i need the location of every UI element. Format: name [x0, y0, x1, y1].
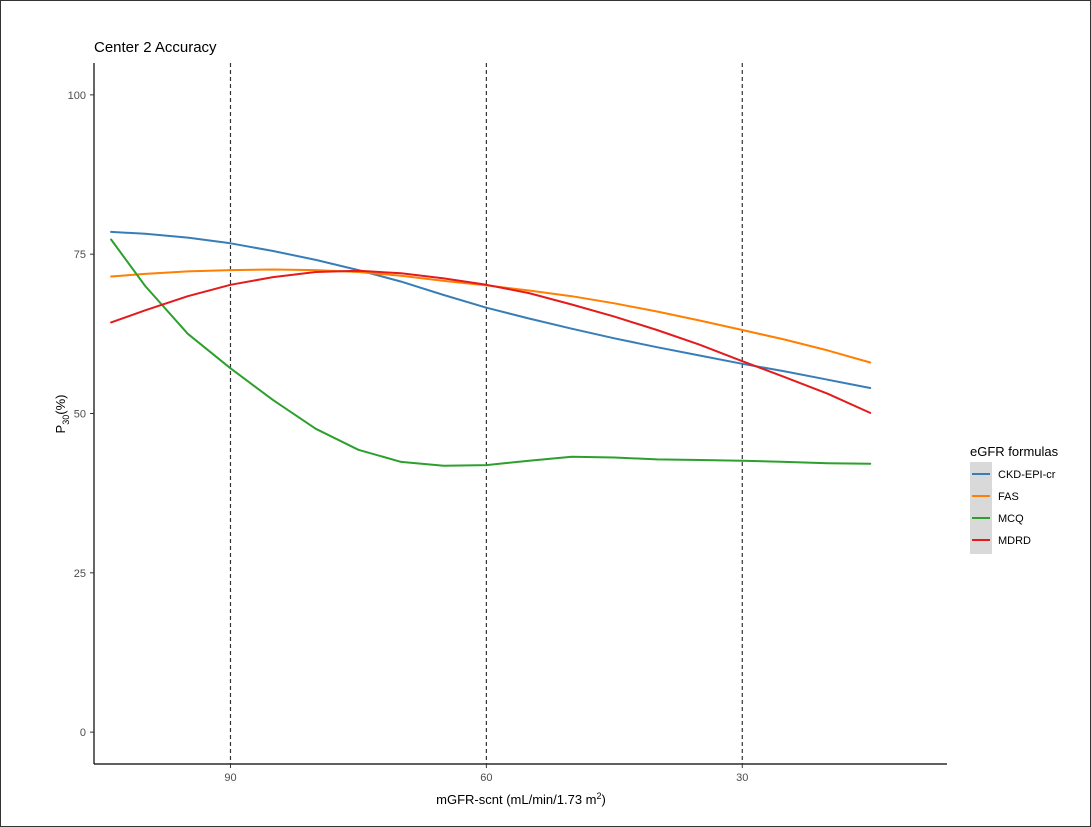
y-tick-label-0: 0 — [80, 727, 86, 739]
x-axis-title-superscript: 2 — [597, 791, 602, 801]
y-tick-label-50: 50 — [74, 409, 86, 421]
y-tick-label-25: 25 — [74, 568, 86, 580]
series-line-ckd-epi-cr — [110, 230, 872, 389]
y-axis-title-tail: (%) — [53, 395, 68, 415]
legend-title: eGFR formulas — [970, 444, 1059, 459]
series-line-fas — [110, 268, 872, 364]
x-axis-title: mGFR-scnt (mL/min/1.73 m2) — [436, 791, 606, 807]
x-tick-label-90: 90 — [224, 772, 236, 784]
y-tick-label-100: 100 — [68, 90, 86, 102]
x-tick-label-60: 60 — [480, 772, 492, 784]
x-tick-label-30: 30 — [736, 772, 748, 784]
legend-label-ckd-epi-cr: CKD-EPI-cr — [998, 469, 1056, 481]
series-line-mdrd — [110, 269, 872, 414]
legend-label-mcq: MCQ — [998, 513, 1024, 525]
x-axis-title-tail: ) — [602, 792, 606, 807]
y-tick-label-75: 75 — [74, 249, 86, 261]
y-axis-title: P30(%) — [53, 395, 71, 434]
plot-area: 0 25 50 75 100 90 60 30 — [68, 63, 947, 784]
x-axis-title-main: mGFR-scnt (mL/min/1.73 m — [436, 792, 596, 807]
y-axis-title-subscript: 30 — [61, 415, 71, 425]
legend-key-background — [970, 462, 992, 554]
legend: eGFR formulas CKD-EPI-cr FAS MCQ MDRD — [970, 444, 1059, 554]
legend-label-mdrd: MDRD — [998, 535, 1031, 547]
y-axis-title-main: P — [53, 425, 68, 434]
chart-title: Center 2 Accuracy — [94, 39, 217, 56]
legend-label-fas: FAS — [998, 491, 1019, 503]
series-line-mcq — [110, 238, 872, 467]
legend-items: CKD-EPI-cr FAS MCQ MDRD — [972, 469, 1056, 547]
